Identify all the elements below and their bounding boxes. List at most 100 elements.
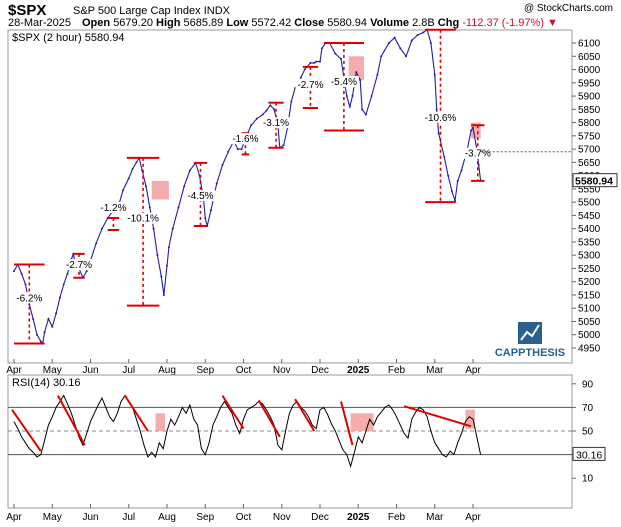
price-point <box>405 55 408 58</box>
price-ytick-label: 5800 <box>578 118 601 129</box>
price-point <box>35 333 38 336</box>
price-ytick-label: 5000 <box>578 330 601 341</box>
price-highlight-box <box>151 180 169 200</box>
price-ytick-label: 5650 <box>578 158 601 169</box>
price-point <box>393 36 396 39</box>
drawdown-label: -10.6% <box>425 113 457 124</box>
price-point <box>359 79 362 82</box>
price-point <box>477 164 480 167</box>
price-ytick-label: 5050 <box>578 317 601 328</box>
ohlc-readout: Open 5679.20 High 5685.89 Low 5572.42 Cl… <box>82 17 558 29</box>
price-ytick-label: 5550 <box>578 184 601 195</box>
drawdown-label-bg <box>14 292 45 304</box>
price-xtick-label: May <box>43 365 62 376</box>
rsi-trendline <box>11 409 42 452</box>
price-point <box>340 57 343 60</box>
price-point <box>437 132 440 135</box>
price-ytick-label: 5450 <box>578 211 601 222</box>
quote-date: 28-Mar-2025 <box>8 17 71 29</box>
source-credit: @ StockCharts.com <box>523 3 613 14</box>
price-point <box>204 217 207 220</box>
price-point <box>100 227 103 230</box>
price-point <box>361 108 364 111</box>
drawdown-label: -2.7% <box>297 80 323 91</box>
rsi-trendline <box>403 405 472 428</box>
drawdown-label-bg <box>261 117 292 129</box>
price-ytick-label: 5100 <box>578 304 601 315</box>
price-point <box>43 331 46 334</box>
open-value: 5679.20 <box>113 17 153 29</box>
price-point <box>290 100 293 103</box>
price-point <box>131 167 134 170</box>
price-ytick-label: 5750 <box>578 131 601 142</box>
rsi-xtick-label: Mar <box>426 512 444 523</box>
price-ytick-label: 5900 <box>578 92 601 103</box>
drawdown-label-bg <box>230 133 261 145</box>
price-ytick-label: 6000 <box>578 65 601 76</box>
drawdown-label-bg <box>185 190 216 202</box>
price-ytick-label: 5500 <box>578 198 601 209</box>
price-point <box>171 227 174 230</box>
rsi-xtick-label: Feb <box>388 512 406 523</box>
price-point <box>167 246 170 249</box>
price-ytick-label: 5950 <box>578 78 601 89</box>
chart-header: $SPX S&P 500 Large Cap Index INDX @ Stoc… <box>0 0 621 30</box>
price-point <box>450 190 453 193</box>
price-point <box>282 144 285 147</box>
low-label: Low <box>226 17 249 29</box>
price-point <box>148 206 151 209</box>
price-point <box>370 95 373 98</box>
drawdown-label-bg <box>425 111 456 123</box>
price-point <box>261 113 264 116</box>
rsi-xtick-label: Jul <box>122 512 135 523</box>
price-xtick-label: Jun <box>82 365 98 376</box>
rsi-xtick-label: Nov <box>273 512 291 523</box>
price-xtick-label: 2025 <box>347 365 370 376</box>
chg-down-icon: ▼ <box>547 17 558 29</box>
drawdown-label-bg <box>295 78 326 90</box>
price-highlight-box <box>348 56 364 81</box>
price-point <box>250 124 253 127</box>
rsi-xtick-label: May <box>43 512 62 523</box>
price-point <box>85 270 88 273</box>
price-xtick-label: Sep <box>196 365 214 376</box>
price-point <box>144 185 147 188</box>
price-ytick-label: 5850 <box>578 105 601 116</box>
open-label: Open <box>82 17 111 29</box>
price-point <box>345 95 348 98</box>
price-point <box>320 47 323 50</box>
price-point <box>188 169 191 172</box>
drawdown-label-bg <box>64 259 95 271</box>
logo-icon <box>518 322 542 344</box>
price-xtick-label: Dec <box>311 365 329 376</box>
rsi-series-label: RSI(14) 30.16 <box>12 377 80 389</box>
price-point <box>66 272 69 275</box>
price-point <box>265 109 268 112</box>
price-point <box>380 55 383 58</box>
rsi-ytick-label: 90 <box>582 379 594 390</box>
price-point <box>299 76 302 79</box>
drawdown-label: -4.5% <box>187 191 213 202</box>
logo-icon-line <box>520 324 540 341</box>
price-point <box>351 95 354 98</box>
rsi-plot-area <box>7 374 573 509</box>
price-point <box>183 185 186 188</box>
price-point <box>32 317 35 320</box>
low-value: 5572.42 <box>251 17 292 29</box>
rsi-xtick-label: Aug <box>158 512 176 523</box>
price-point <box>416 34 419 37</box>
last-price-box <box>572 173 618 188</box>
rsi-xtick-label: Sep <box>196 512 214 523</box>
drawdown-label: -2.7% <box>66 260 92 271</box>
price-xtick-label: Aug <box>158 365 176 376</box>
price-point <box>215 182 218 185</box>
price-point <box>51 325 54 328</box>
rsi-xtick-label: Dec <box>311 512 329 523</box>
price-point <box>166 264 168 267</box>
symbol-title: $SPX <box>8 2 47 19</box>
price-point <box>348 105 351 108</box>
rsi-ytick-label: 70 <box>582 403 594 414</box>
price-point <box>309 61 312 64</box>
drawdown-label: -1.2% <box>100 203 126 214</box>
